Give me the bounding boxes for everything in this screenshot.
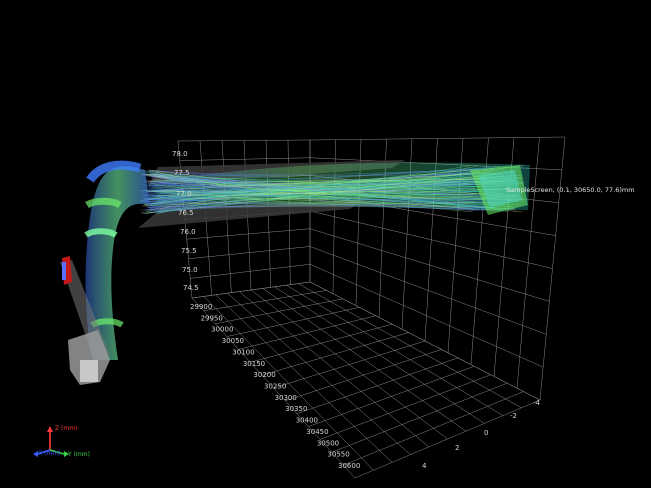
sample-screen-spot[interactable] <box>470 165 528 215</box>
y-tick-label: 30200 <box>253 371 275 379</box>
y-axis-ticks: 29900 29950 30000 30050 30100 30150 30200 30250… <box>190 303 360 470</box>
z-tick-label: 74.5 <box>183 284 199 292</box>
beamline-column[interactable] <box>84 160 150 360</box>
y-tick-label: 30000 <box>211 326 233 334</box>
y-tick-label: 30550 <box>327 451 349 459</box>
y-tick-label: 30050 <box>222 337 244 345</box>
beam-rays <box>140 162 530 215</box>
x-tick-label: -4 <box>533 399 541 407</box>
x-tick-label: 0 <box>484 429 488 437</box>
x-tick-label: 2 <box>455 444 459 452</box>
z-tick-label: 77.5 <box>174 169 190 177</box>
y-tick-label: 30350 <box>285 405 307 413</box>
sample-screen-label: SampleScreen, (0.1, 30650.0, 77.6)mm <box>506 186 635 194</box>
y-tick-label: 30450 <box>306 428 328 436</box>
y-tick-label: 30400 <box>296 417 318 425</box>
z-tick-label: 75.0 <box>182 266 198 274</box>
y-tick-label: 30300 <box>275 394 297 402</box>
z-axis-ticks: 78.0 77.5 77.0 76.5 76.0 75.5 75.0 74.5 <box>172 150 199 292</box>
y-axis-label: Y (mm) <box>67 451 90 458</box>
x-tick-label: 4 <box>422 462 427 470</box>
orientation-triad: Z (mm) X (mm) Y (mm) <box>33 425 90 458</box>
optics-assembly[interactable] <box>60 256 110 385</box>
y-tick-label: 30100 <box>232 348 254 356</box>
y-tick-label: 30150 <box>243 360 265 368</box>
x-axis-ticks: -4 -2 0 2 4 <box>422 399 541 470</box>
y-tick-label: 30250 <box>264 383 286 391</box>
z-tick-label: 75.5 <box>181 247 197 255</box>
floor-grid <box>191 281 541 479</box>
z-axis-label: Z (mm) <box>55 425 77 432</box>
y-tick-label: 29900 <box>190 303 212 311</box>
y-tick-label: 30600 <box>338 462 360 470</box>
z-tick-label: 77.0 <box>176 190 192 198</box>
z-tick-label: 76.0 <box>180 228 196 236</box>
x-axis-label: X (mm) <box>38 450 60 457</box>
y-tick-label: 30500 <box>317 439 339 447</box>
x-tick-label: -2 <box>510 412 517 420</box>
z-tick-label: 78.0 <box>172 150 188 158</box>
z-tick-label: 76.5 <box>178 209 194 217</box>
y-tick-label: 29950 <box>201 314 223 322</box>
